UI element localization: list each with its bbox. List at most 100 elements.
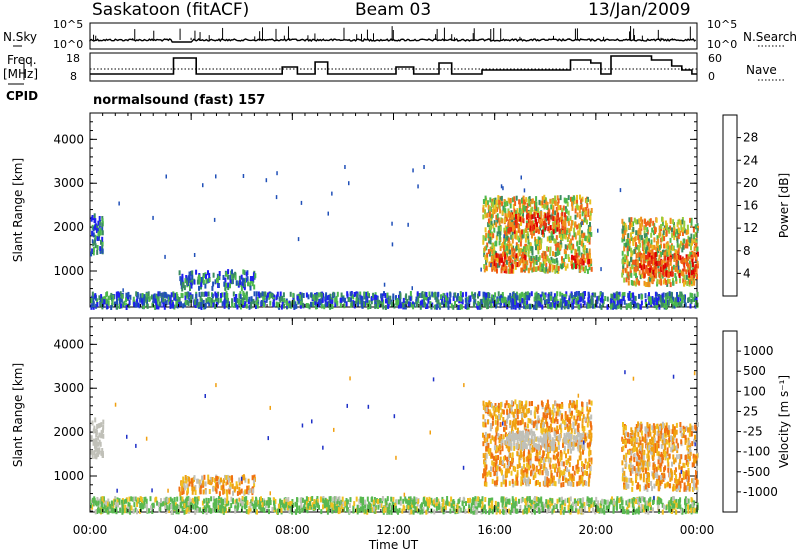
data-cell [398, 499, 400, 505]
data-cell [557, 265, 560, 271]
data-cell [541, 253, 544, 259]
data-cell [392, 296, 395, 302]
data-cell [106, 505, 109, 511]
data-cell [142, 300, 145, 306]
data-cell [615, 291, 618, 297]
data-cell [390, 509, 393, 515]
data-cell [568, 240, 571, 246]
data-cell [696, 228, 699, 233]
data-cell [488, 223, 491, 229]
data-cell [286, 300, 288, 306]
data-cell [600, 304, 603, 310]
data-cell [212, 281, 215, 287]
y-tick-label: 2000 [53, 425, 84, 439]
data-cell [328, 496, 331, 502]
data-cell [561, 236, 564, 241]
data-cell [687, 275, 690, 281]
data-cell [529, 246, 532, 251]
data-cell [428, 503, 430, 508]
data-cell [404, 304, 407, 310]
data-cell [556, 201, 559, 207]
data-cell [194, 496, 196, 502]
data-cell [576, 224, 579, 230]
data-cell [282, 292, 285, 298]
data-cell [610, 304, 613, 310]
data-cell [495, 509, 498, 515]
data-cell [547, 212, 550, 218]
data-cell [632, 497, 635, 503]
data-cell [480, 506, 483, 512]
data-cell [227, 269, 230, 275]
data-cell [208, 297, 211, 303]
data-cell [504, 244, 507, 250]
data-cell [443, 508, 446, 514]
data-cell [568, 497, 571, 503]
data-cell [588, 292, 590, 297]
data-cell [501, 502, 504, 508]
data-cell [145, 498, 148, 504]
freq-panel-frame [89, 52, 698, 82]
data-cell [556, 242, 559, 248]
data-cell [535, 205, 538, 211]
data-cell [551, 215, 554, 221]
data-cell [426, 497, 428, 503]
data-cell [233, 296, 236, 302]
data-cell [481, 508, 484, 514]
data-cell [668, 228, 671, 234]
data-cell [541, 304, 544, 310]
data-cell [537, 295, 540, 301]
data-cell [553, 293, 556, 299]
data-cell [123, 508, 126, 514]
data-cell [98, 216, 101, 221]
data-cell [511, 214, 514, 220]
data-cell [520, 175, 522, 180]
data-cell [513, 297, 516, 303]
data-cell [645, 506, 648, 512]
data-cell [525, 498, 528, 503]
data-cell [501, 201, 504, 207]
data-cell [647, 251, 650, 257]
data-cell [224, 298, 227, 304]
data-cell [330, 502, 333, 508]
data-cell [640, 255, 643, 261]
data-cell [413, 496, 416, 502]
data-cell [165, 300, 168, 306]
data-cell [458, 296, 461, 302]
data-cell [513, 293, 515, 299]
data-cell [676, 255, 679, 260]
data-cell [153, 293, 156, 299]
data-cell [360, 506, 362, 512]
data-cell [674, 254, 677, 260]
data-cell [577, 299, 580, 305]
data-cell [249, 285, 252, 291]
data-cell [554, 195, 557, 201]
data-cell [429, 301, 432, 307]
data-cell [512, 212, 515, 218]
data-cell [583, 245, 586, 251]
data-cell [668, 279, 671, 284]
data-cell [641, 294, 644, 300]
data-cell [649, 243, 652, 249]
data-cell [666, 261, 669, 267]
data-cell [253, 300, 256, 306]
data-cell [630, 222, 633, 228]
data-cell [595, 496, 598, 502]
data-cell [91, 420, 94, 426]
data-cell [487, 233, 490, 239]
data-cell [260, 292, 263, 298]
data-cell [636, 252, 639, 258]
data-cell [498, 229, 501, 235]
data-cell [225, 301, 227, 307]
data-cell [370, 299, 373, 305]
data-cell [535, 502, 538, 508]
data-cell [662, 230, 665, 236]
data-cell [101, 230, 104, 236]
data-cell [628, 238, 631, 244]
data-cell [279, 503, 282, 509]
data-cell [674, 232, 677, 238]
data-cell [350, 297, 352, 303]
data-cell [125, 297, 127, 303]
data-cell [543, 204, 546, 210]
data-cell [567, 304, 570, 310]
data-cell [223, 295, 226, 301]
